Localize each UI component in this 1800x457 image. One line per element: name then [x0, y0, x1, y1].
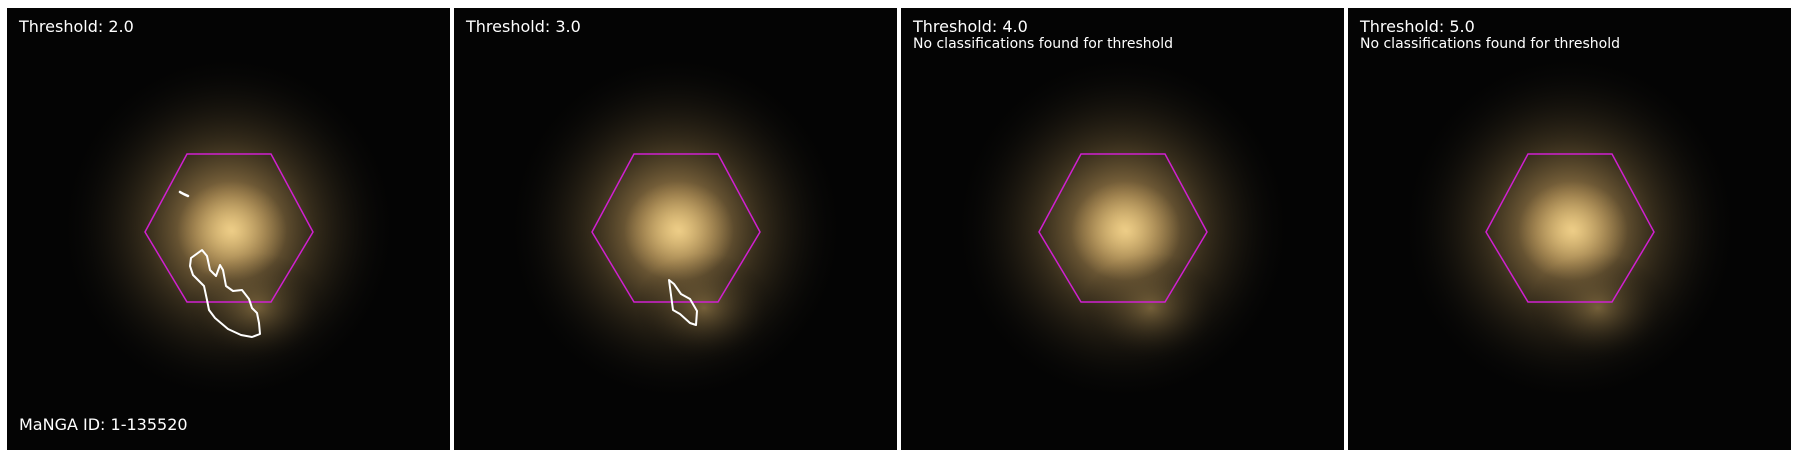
ifu-hexagon: [1038, 153, 1208, 303]
ifu-hexagon: [591, 153, 761, 303]
galaxy-tidal-feature: [187, 253, 327, 363]
galaxy-panel-threshold-5: Threshold: 5.0 No classifications found …: [1348, 8, 1791, 450]
panel-title: Threshold: 3.0: [466, 17, 581, 36]
galaxy-core: [177, 181, 287, 281]
ifu-hexagon: [144, 153, 314, 303]
galaxy-tidal-feature: [1528, 253, 1668, 363]
galaxy-image: [953, 53, 1293, 403]
classification-contour: [189, 249, 261, 338]
galaxy-image: [59, 53, 399, 403]
galaxy-tidal-feature: [1081, 253, 1221, 363]
panel-title: Threshold: 5.0: [1360, 17, 1475, 36]
panel-title: Threshold: 2.0: [19, 17, 134, 36]
galaxy-image: [1400, 53, 1740, 403]
galaxy-panel-threshold-4: Threshold: 4.0 No classifications found …: [901, 8, 1344, 450]
panel-title: Threshold: 4.0: [913, 17, 1028, 36]
galaxy-panel-threshold-2: Threshold: 2.0 MaNGA ID: 1-135520: [7, 8, 450, 450]
no-classifications-message: No classifications found for threshold: [1360, 36, 1620, 52]
galaxy-panel-threshold-3: Threshold: 3.0: [454, 8, 897, 450]
classification-contour: [668, 279, 698, 326]
classification-contour: [178, 190, 190, 198]
galaxy-core: [1071, 181, 1181, 281]
galaxy-core: [624, 181, 734, 281]
ifu-hexagon: [1485, 153, 1655, 303]
galaxy-image: [506, 53, 846, 403]
no-classifications-message: No classifications found for threshold: [913, 36, 1173, 52]
manga-id-label: MaNGA ID: 1-135520: [19, 415, 188, 434]
galaxy-core: [1518, 181, 1628, 281]
